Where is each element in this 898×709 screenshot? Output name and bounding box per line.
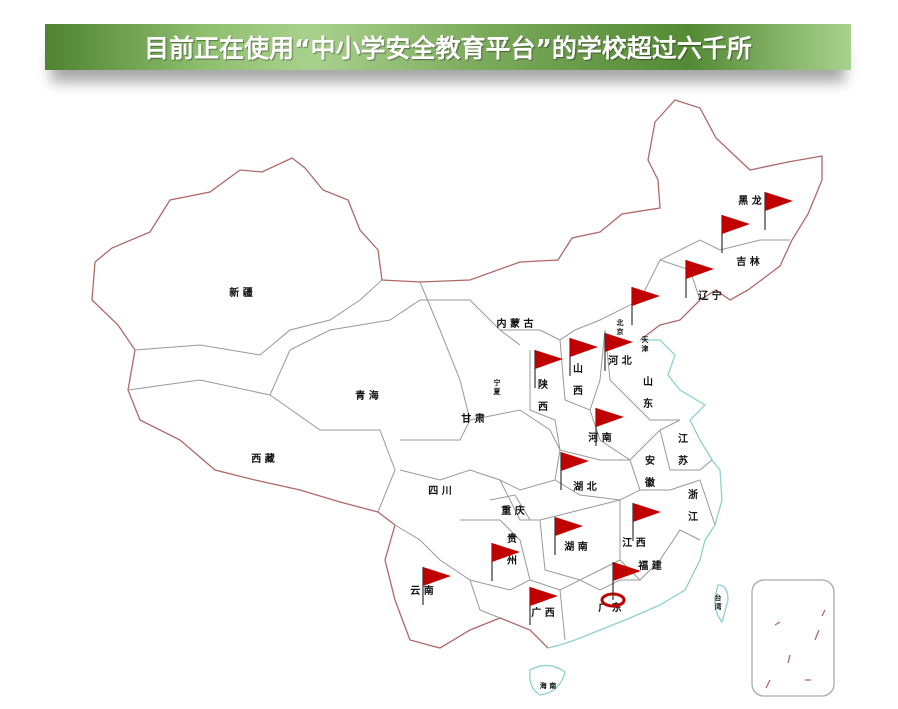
province-label-hainan: 海 南 xyxy=(540,681,556,690)
flag-icon xyxy=(561,452,589,471)
west-south-border xyxy=(91,261,549,649)
flag-marker-guangdong[interactable] xyxy=(600,562,641,608)
flag-icon xyxy=(613,562,641,581)
province-label-ningxia: 宁夏 xyxy=(493,378,502,396)
flag-marker-heilongjiang[interactable] xyxy=(764,192,793,230)
hainan-island xyxy=(529,664,566,696)
flag-icon xyxy=(633,503,661,522)
province-label-taiwan: 台湾 xyxy=(715,593,722,611)
national-border xyxy=(94,99,823,341)
flag-marker-hunan[interactable] xyxy=(554,517,583,555)
flag-icon xyxy=(530,587,558,606)
province-label-guizhou: 贵州 xyxy=(506,532,517,567)
coastline xyxy=(547,339,723,649)
flag-icon xyxy=(555,517,583,536)
province-label-anhui: 安徽 xyxy=(644,454,656,489)
province-label-shandong: 山东 xyxy=(643,375,653,410)
flag-marker-hebei[interactable] xyxy=(604,333,633,371)
flag-marker-shanxi[interactable] xyxy=(569,338,598,376)
flag-marker-liaoning[interactable] xyxy=(685,260,714,298)
province-label-liaoning: 辽 宁 xyxy=(698,289,721,302)
south-china-sea-inset xyxy=(751,579,835,697)
province-label-beijing: 北京 xyxy=(617,318,624,336)
flag-marker-hubei[interactable] xyxy=(560,452,589,490)
province-label-guangxi: 广 西 xyxy=(531,606,554,619)
flag-icon xyxy=(632,287,660,306)
flag-marker-henan[interactable] xyxy=(595,408,624,446)
province-label-sichuan: 四 川 xyxy=(428,485,451,497)
province-label-shanxi: 山西 xyxy=(573,362,583,397)
flag-icon xyxy=(765,192,793,211)
province-label-xizang: 西 藏 xyxy=(251,452,274,465)
province-label-fujian: 福 建 xyxy=(637,559,662,572)
province-label-zhejiang: 浙江 xyxy=(688,488,698,523)
flag-icon xyxy=(605,333,633,352)
province-label-xinjiang: 新 疆 xyxy=(229,286,252,299)
title-banner: 目前正在使用“中小学安全教育平台”的学校超过六千所 xyxy=(45,24,851,70)
flag-icon xyxy=(423,567,451,586)
province-label-henan: 河 南 xyxy=(588,431,611,444)
flag-marker-jiangxi[interactable] xyxy=(632,503,661,541)
province-label-neimenggu: 内 蒙 古 xyxy=(497,317,534,330)
inset-islands xyxy=(765,609,826,689)
province-label-yunnan: 云 南 xyxy=(410,584,433,597)
province-borders xyxy=(127,239,790,641)
province-label-chongqing: 重 庆 xyxy=(501,504,524,517)
flag-marker-guangxi[interactable] xyxy=(529,587,558,625)
province-label-gansu: 甘 肃 xyxy=(461,412,484,425)
flag-marker-shaanxi[interactable] xyxy=(534,350,563,388)
province-label-qinghai: 青 海 xyxy=(355,389,378,402)
flag-marker-guizhou[interactable] xyxy=(491,543,520,581)
flag-marker-yunnan[interactable] xyxy=(422,567,451,605)
province-label-hunan: 湖 南 xyxy=(564,540,587,553)
flag-icon xyxy=(570,338,598,357)
province-label-hebei: 河 北 xyxy=(608,354,631,367)
flag-icon xyxy=(686,260,714,279)
flag-icon xyxy=(596,408,624,427)
province-label-jilin: 吉 林 xyxy=(736,255,760,268)
province-label-hubei: 湖 北 xyxy=(573,480,596,493)
taiwan-island xyxy=(714,584,729,624)
province-label-shaanxi: 陕西 xyxy=(538,378,548,413)
flag-icon xyxy=(492,543,520,562)
flag-icon xyxy=(722,215,750,234)
province-label-tianjin: 天津 xyxy=(642,335,650,353)
flag-marker-jilin[interactable] xyxy=(721,215,750,253)
flag-icon xyxy=(535,350,563,369)
province-label-jiangxi: 江 西 xyxy=(622,536,645,549)
flag-marker-beijing[interactable] xyxy=(631,287,660,325)
province-label-jiangsu: 江苏 xyxy=(678,432,688,467)
province-label-heilongjiang: 黑 龙 xyxy=(738,194,761,207)
page-title: 目前正在使用“中小学安全教育平台”的学校超过六千所 xyxy=(144,34,752,63)
